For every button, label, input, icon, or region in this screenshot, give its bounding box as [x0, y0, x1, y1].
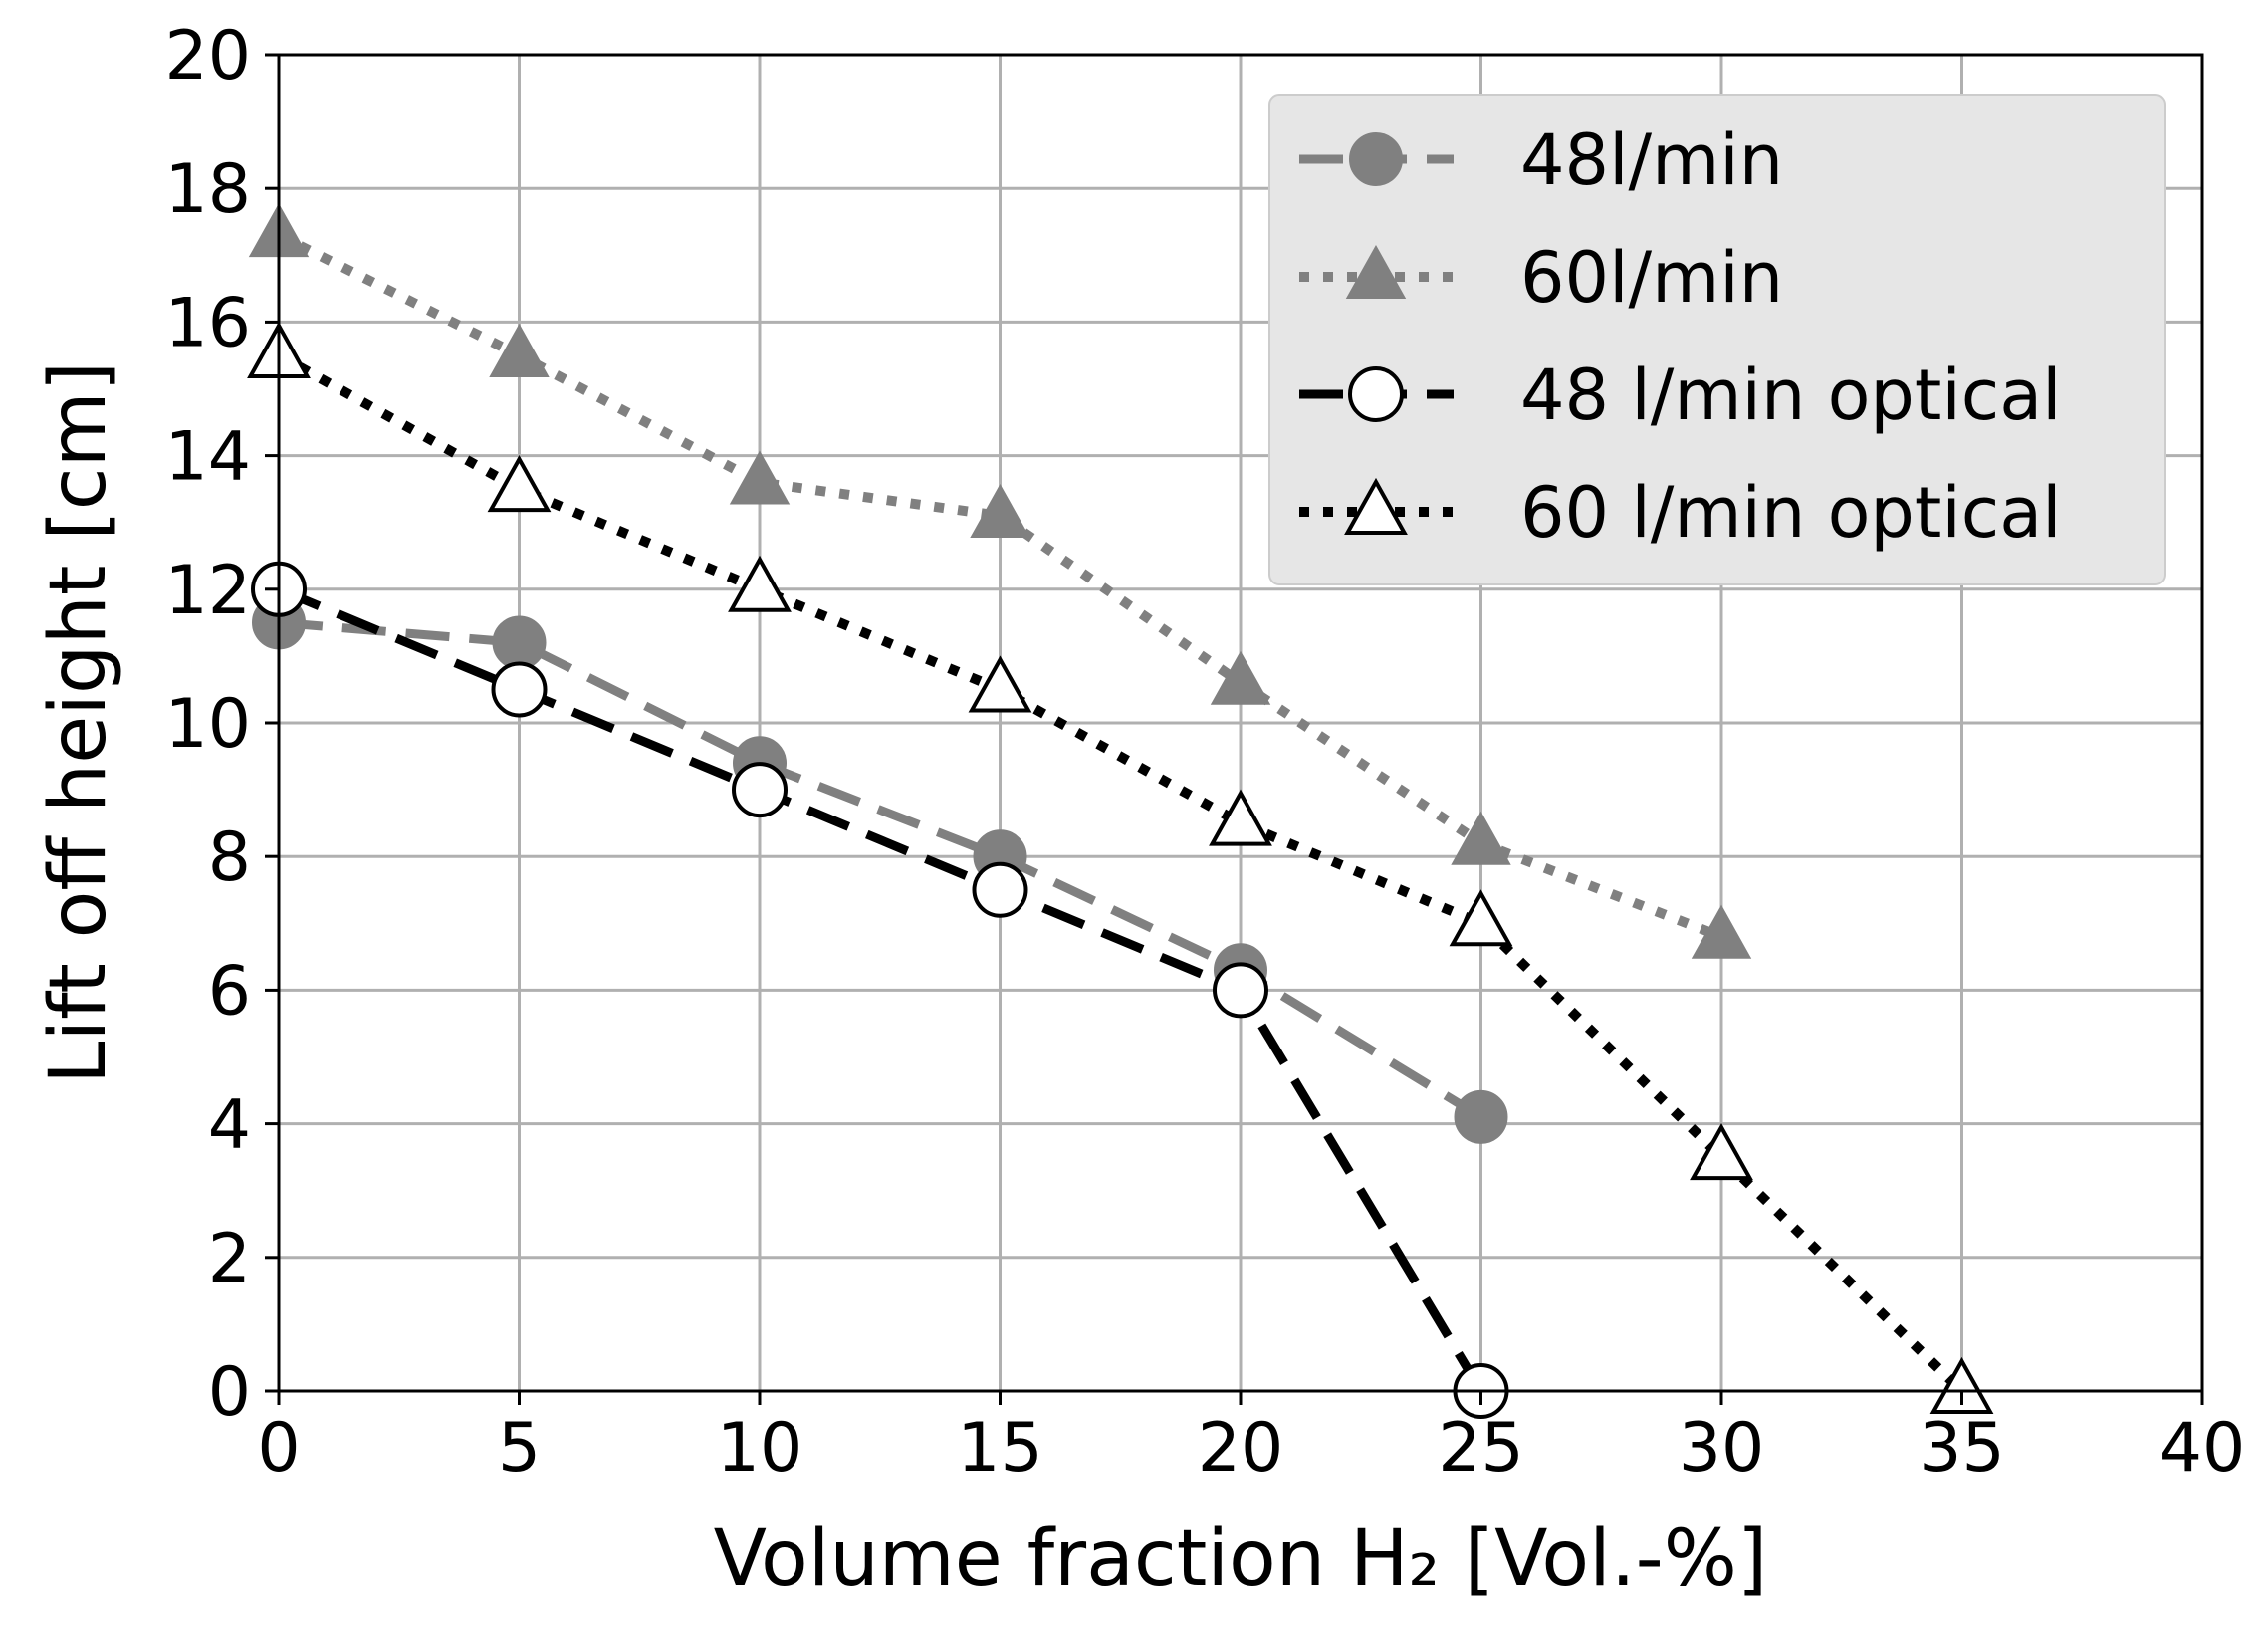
legend-swatch-marker — [1349, 132, 1403, 186]
legend-swatch-marker — [1348, 366, 1404, 422]
data-point — [487, 455, 552, 513]
series-line — [278, 617, 1483, 1121]
data-point — [729, 450, 791, 505]
y-tick-label: 12 — [164, 552, 251, 630]
series-0 — [252, 595, 1508, 1144]
y-axis-title: Lift off height [cm] — [34, 361, 123, 1084]
data-point — [970, 483, 1030, 538]
legend-label: 60 l/min optical — [1520, 472, 2062, 554]
x-tick-label: 30 — [1679, 1409, 1765, 1488]
series-line — [276, 350, 1965, 1395]
legend: 48l/min 60l/min 48 l/min optical 60 l/min o… — [1268, 94, 2166, 585]
legend-label: 48 l/min optical — [1520, 354, 2062, 436]
series-2 — [251, 561, 1509, 1419]
legend-label: 48l/min — [1520, 119, 1783, 201]
ticks: 0 5 10 15 20 25 30 35 40 0 2 4 6 8 10 12 14 16 18 20 — [164, 17, 2245, 1488]
data-point — [732, 762, 788, 818]
data-point — [489, 323, 550, 377]
data-point — [1451, 811, 1511, 865]
legend-item-2: 48 l/min optical — [1299, 354, 2062, 436]
data-point — [1210, 650, 1271, 705]
data-point — [972, 861, 1028, 918]
data-point — [492, 615, 547, 670]
data-point — [968, 655, 1032, 713]
series-1 — [248, 203, 1752, 959]
x-tick-label: 15 — [957, 1409, 1043, 1488]
data-point — [1449, 889, 1513, 947]
legend-box — [1268, 94, 2166, 585]
legend-item-0: 48l/min — [1299, 119, 1783, 201]
data-point — [1213, 962, 1268, 1019]
y-tick-label: 6 — [208, 952, 251, 1031]
y-tick-label: 14 — [164, 418, 251, 497]
data-point — [1691, 904, 1752, 959]
data-point — [1454, 1089, 1508, 1144]
y-tick-label: 4 — [208, 1086, 251, 1165]
series-line — [277, 584, 1485, 1394]
x-axis-title: Volume fraction H₂ [Vol.-%] — [714, 1514, 1768, 1604]
x-tick-label: 40 — [2159, 1409, 2246, 1488]
x-tick-label: 20 — [1198, 1409, 1284, 1488]
data-point — [1690, 1123, 1753, 1181]
data-point — [1209, 789, 1272, 846]
legend-swatch-marker — [1345, 244, 1407, 299]
y-tick-label: 16 — [164, 284, 251, 362]
legend-item-1: 60l/min — [1299, 237, 1783, 319]
y-tick-label: 0 — [208, 1353, 251, 1432]
x-tick-label: 5 — [498, 1409, 541, 1488]
y-tick-label: 8 — [208, 818, 251, 897]
x-tick-label: 35 — [1919, 1409, 2005, 1488]
data-point — [1929, 1356, 1994, 1414]
y-tick-label: 2 — [208, 1220, 251, 1298]
data-point — [728, 555, 792, 612]
legend-item-3: 60 l/min optical — [1299, 472, 2062, 554]
legend-label: 60l/min — [1520, 237, 1783, 319]
y-tick-label: 10 — [164, 685, 251, 764]
legend-swatch-marker — [1344, 477, 1408, 535]
data-point — [491, 661, 548, 718]
y-tick-label: 20 — [164, 17, 251, 96]
x-tick-label: 0 — [257, 1409, 300, 1488]
x-tick-label: 10 — [717, 1409, 803, 1488]
y-tick-label: 18 — [164, 150, 251, 229]
x-tick-label: 25 — [1438, 1409, 1524, 1488]
